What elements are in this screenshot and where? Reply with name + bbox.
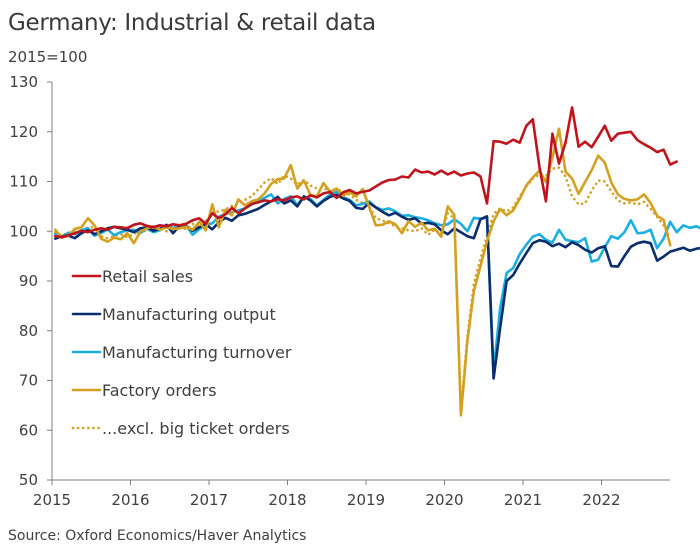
- legend-label: Factory orders: [102, 381, 217, 400]
- chart-title: Germany: Industrial & retail data: [8, 10, 376, 36]
- series-lines: [53, 106, 700, 417]
- x-tick-label: 2018: [268, 491, 306, 509]
- x-tick-label: 2015: [33, 491, 71, 509]
- y-tick-label: 130: [9, 73, 38, 91]
- x-tick-label: 2016: [111, 491, 149, 509]
- y-tick-label: 80: [19, 322, 38, 340]
- x-tick-label: 2021: [504, 491, 542, 509]
- x-tick-label: 2022: [582, 491, 620, 509]
- y-tick-label: 70: [19, 372, 38, 390]
- y-tick-label: 120: [9, 123, 38, 141]
- series-line-factory-orders: [53, 127, 672, 417]
- axes: 50 60 70 80 90 100 110 120 130 2015 2016 2017 2018 20…: [9, 73, 670, 509]
- y-tick-label: 110: [9, 173, 38, 191]
- legend: Retail sales Manufacturing output Manufact…: [71, 267, 292, 438]
- y-tick-label: 90: [19, 272, 38, 290]
- y-tick-label: 100: [9, 222, 38, 240]
- x-tick-label: 2017: [190, 491, 228, 509]
- y-tick-label: 50: [19, 471, 38, 489]
- y-tick-label: 60: [19, 421, 38, 439]
- series-line-retail-sales: [53, 106, 679, 239]
- source-note: Source: Oxford Economics/Haver Analytics: [8, 528, 307, 544]
- legend-label: ...excl. big ticket orders: [102, 419, 290, 438]
- legend-label: Manufacturing output: [102, 305, 276, 324]
- x-tick-label: 2020: [425, 491, 463, 509]
- x-tick-label: 2019: [347, 491, 385, 509]
- y-axis-unit-label: 2015=100: [8, 48, 88, 66]
- legend-label: Manufacturing turnover: [102, 343, 292, 362]
- legend-label: Retail sales: [102, 267, 193, 286]
